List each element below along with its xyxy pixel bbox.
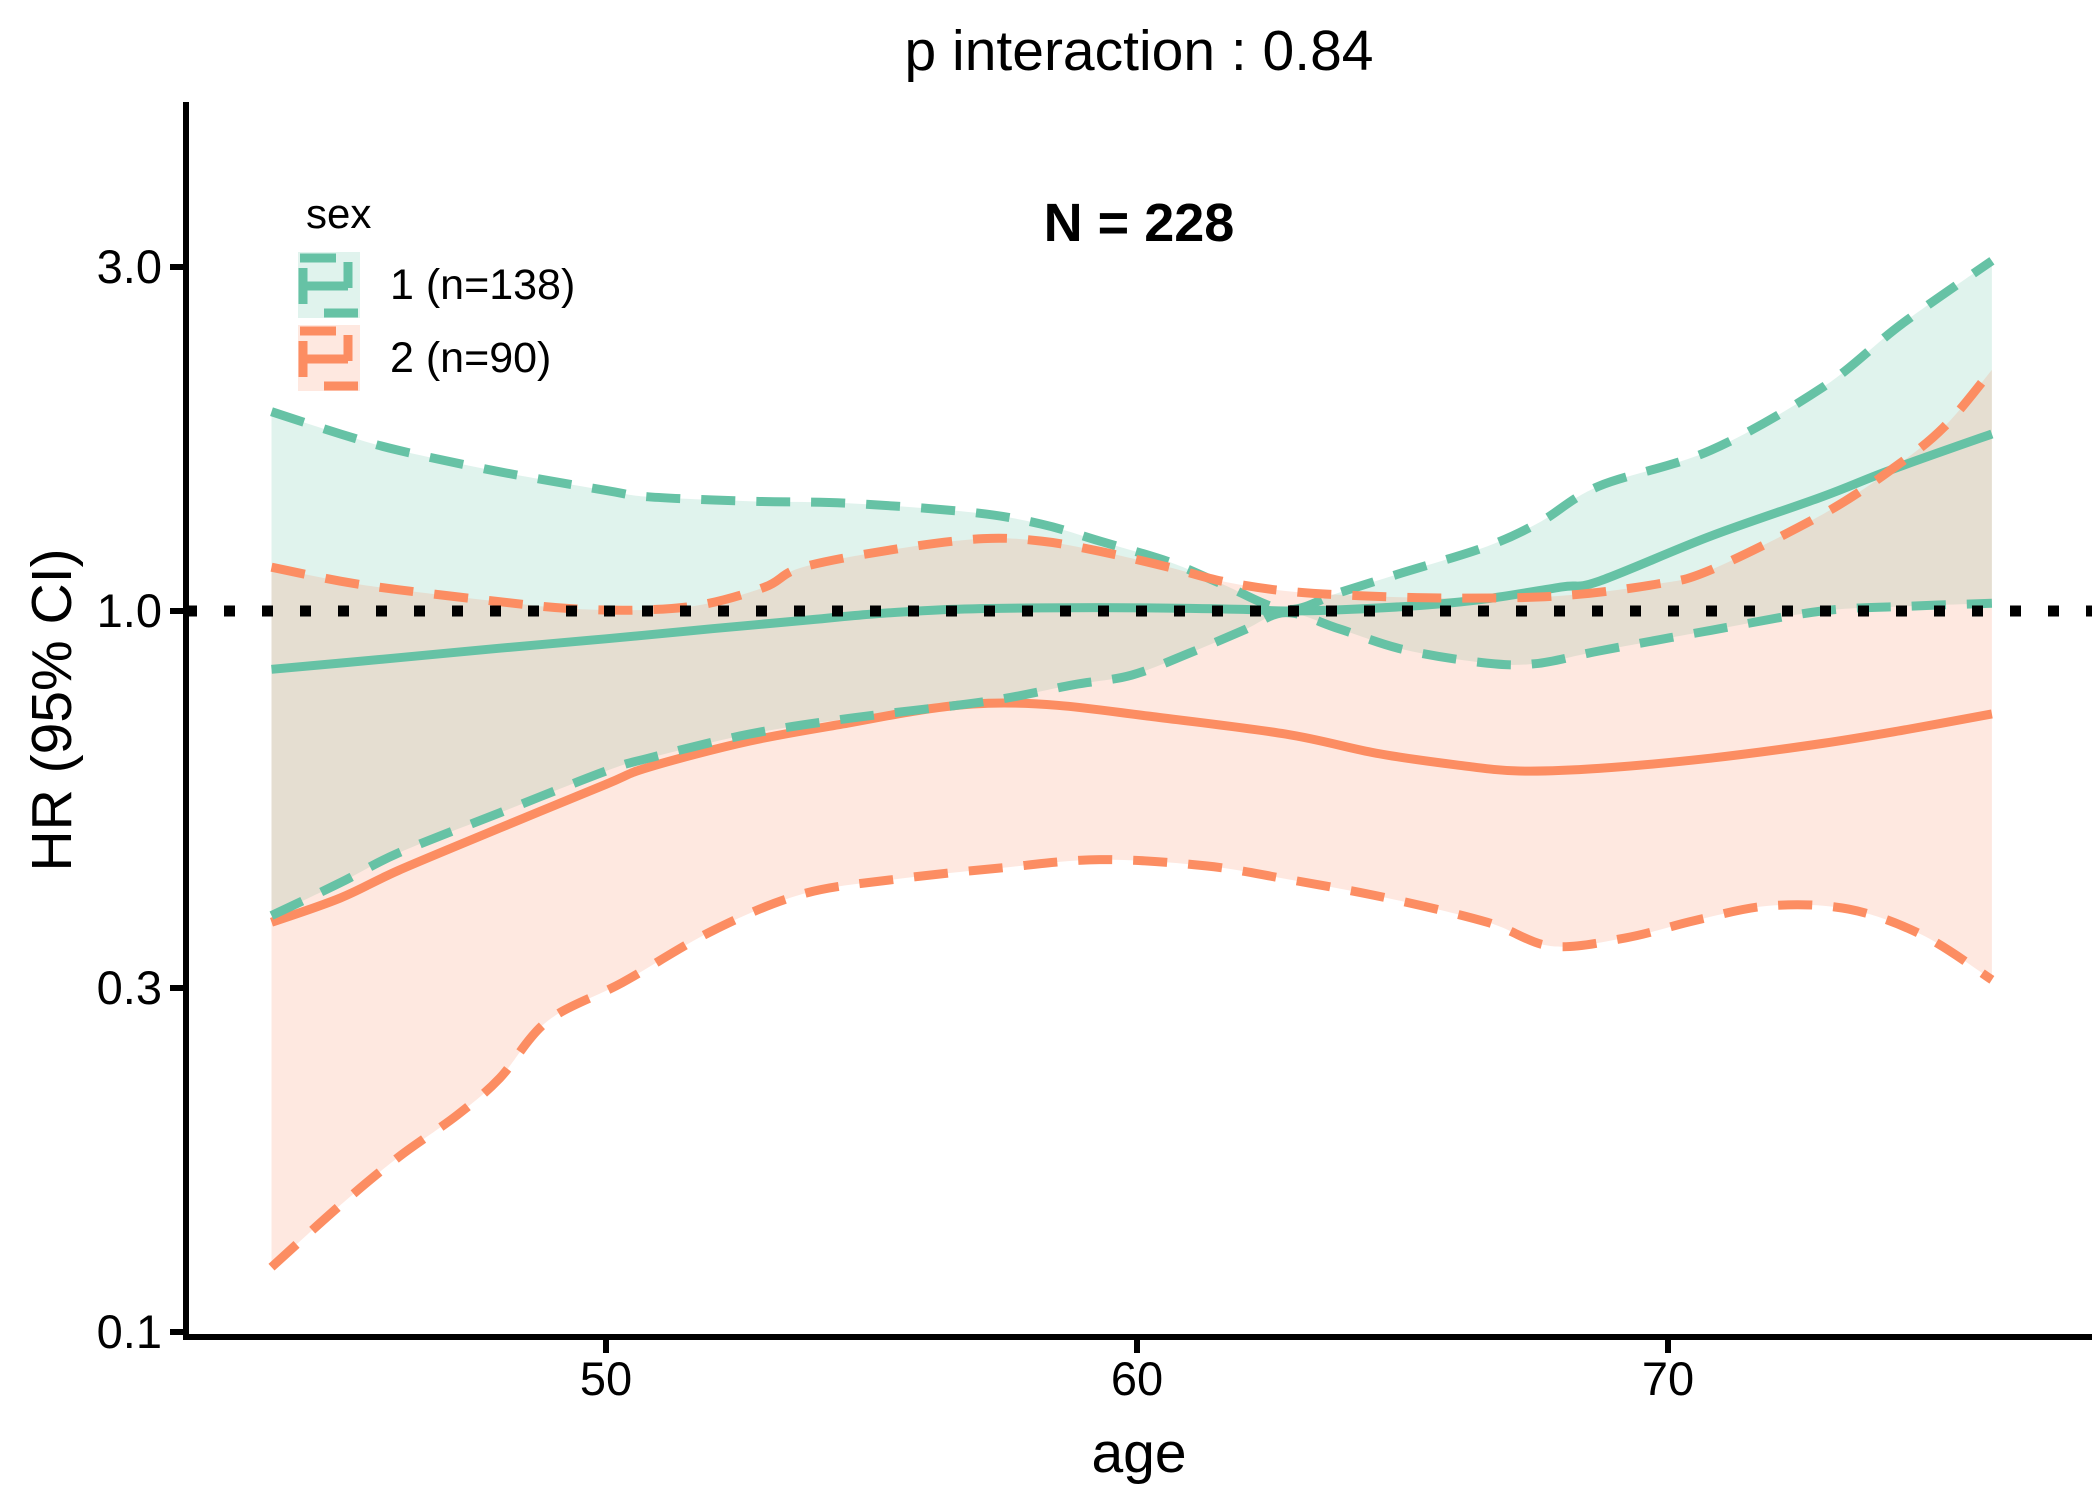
legend-item-sex1: 1 (n=138) (298, 252, 575, 318)
estimate-line-sex2 (270, 698, 1993, 927)
legend-title: sex (306, 190, 372, 237)
legend-item-sex2: 2 (n=90) (298, 325, 575, 391)
x-tick-label-60: 60 (1110, 1352, 1164, 1405)
x-tick-label-50: 50 (579, 1352, 633, 1405)
legend-key-sex2-icon (298, 325, 360, 391)
legend-label-sex2: 2 (n=90) (390, 333, 552, 382)
ci-lower-sex1 (269, 598, 1993, 920)
y-tick-label-0.1: 0.1 (96, 1305, 162, 1358)
y-axis-title: HR (95% CI) (20, 548, 84, 872)
y-tick-label-0.3: 0.3 (96, 961, 162, 1014)
x-tick-label-70: 70 (1641, 1352, 1695, 1405)
legend: sex 1 (n=138) 2 (n=90) (298, 190, 575, 398)
ci-ribbon-sex1 (271, 260, 1992, 916)
estimate-line-sex1 (271, 429, 1994, 674)
x-axis-title: age (1091, 1421, 1187, 1485)
legend-key-sex1-icon (298, 252, 360, 318)
legend-label-sex1: 1 (n=138) (390, 260, 576, 309)
y-tick-label-3.0: 3.0 (96, 240, 162, 293)
ci-lower-sex2 (268, 855, 1995, 1271)
y-tick-label-1.0: 1.0 (96, 584, 162, 637)
n-annotation: N = 228 (1043, 193, 1235, 253)
plot-title: p interaction : 0.84 (904, 19, 1374, 83)
ci-ribbon-sex2 (271, 369, 1992, 1268)
